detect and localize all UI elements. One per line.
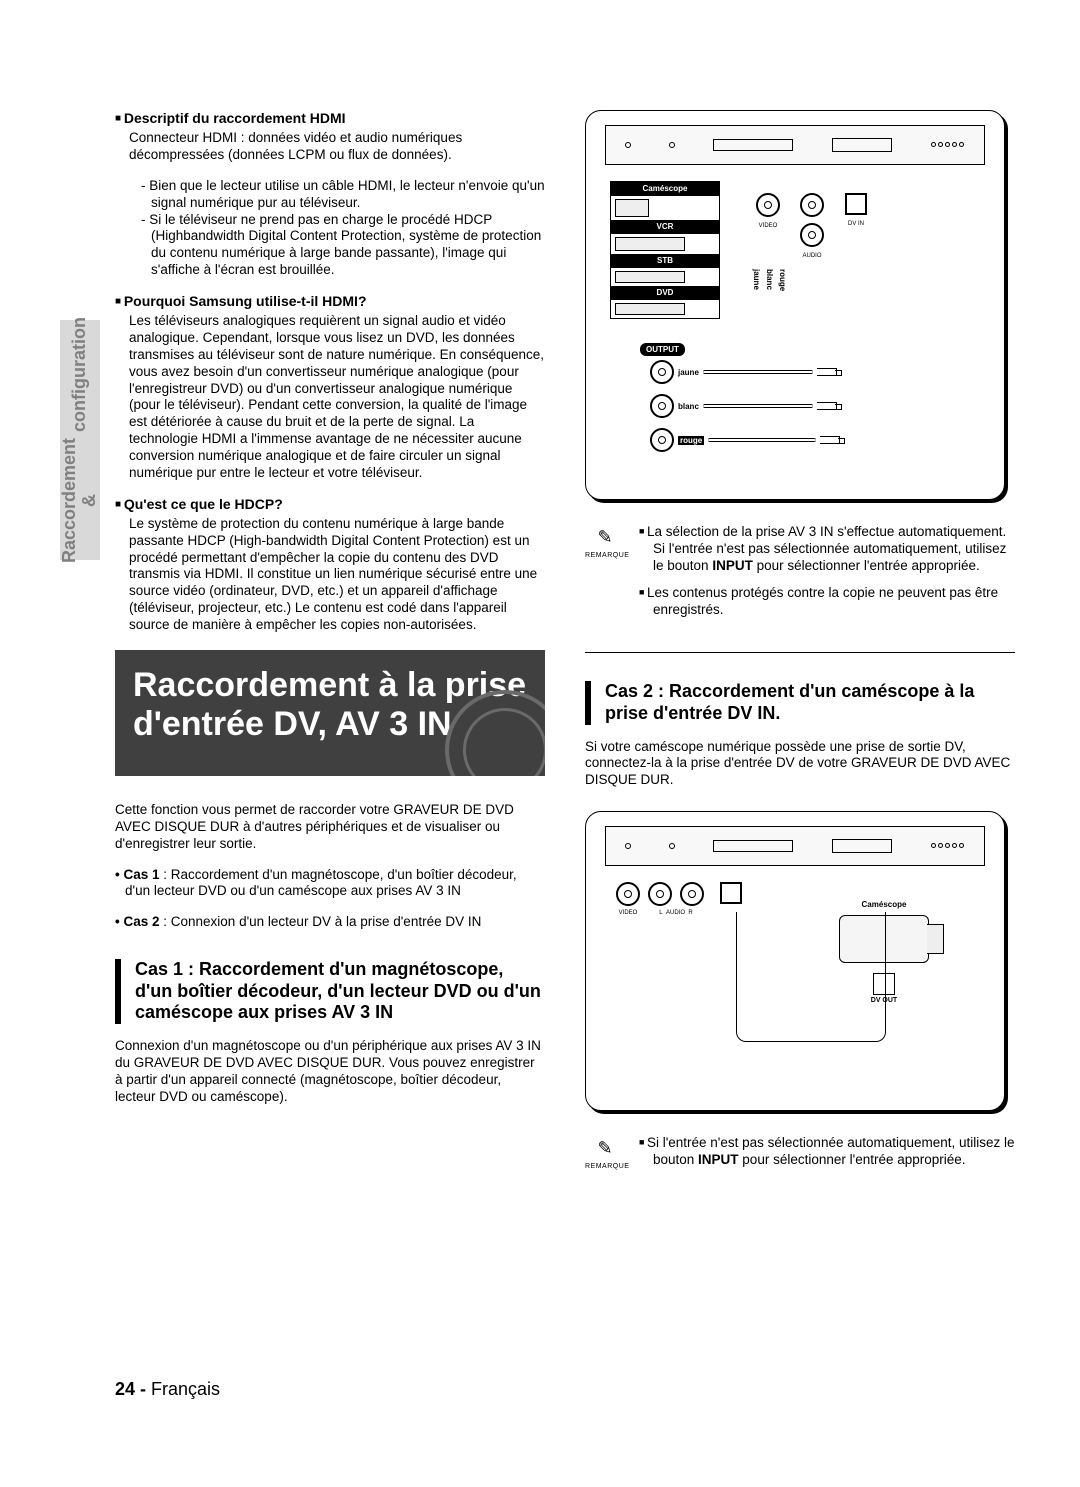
source-devices-stack: Caméscope VCR STB DVD bbox=[610, 181, 720, 319]
out-audio-l-jack-icon bbox=[650, 394, 674, 418]
d2-video-jack-icon bbox=[616, 882, 640, 906]
cas1-bullet-text: : Raccordement d'un magnétoscope, d'un b… bbox=[125, 867, 517, 899]
dv-cable-icon bbox=[736, 912, 886, 1042]
vcr-label: VCR bbox=[611, 220, 719, 233]
page-language: Français bbox=[151, 1379, 220, 1399]
pencil-icon: ✎ bbox=[592, 524, 618, 550]
note-icon: ✎ REMARQUE bbox=[585, 524, 625, 628]
dvin-jack-icon bbox=[845, 193, 867, 215]
stb-icon bbox=[615, 271, 685, 283]
hdmi-desc-text: Connecteur HDMI : données vidéo et audio… bbox=[129, 130, 545, 164]
audio-r-jack-icon bbox=[800, 223, 824, 247]
hdmi-desc-item1: Bien que le lecteur utilise un câble HDM… bbox=[141, 178, 545, 212]
white-cable-icon bbox=[703, 404, 813, 408]
camescope-label: Caméscope bbox=[611, 182, 719, 195]
page-body: Descriptif du raccordement HDMI Connecte… bbox=[115, 110, 1015, 1400]
note-block-2: ✎ REMARQUE Si l'entrée n'est pas sélecti… bbox=[585, 1135, 1015, 1179]
jaune-vlabel: jaune bbox=[752, 269, 761, 291]
d2-audio-l-jack-icon bbox=[648, 882, 672, 906]
cas2-body: Si votre caméscope numérique possède une… bbox=[585, 739, 1015, 790]
yellow-cable-icon bbox=[703, 370, 813, 374]
section-title-banner: Raccordement à la prise d'entrée DV, AV … bbox=[115, 650, 545, 776]
cas1-label: • Cas 1 bbox=[115, 867, 160, 882]
cas2-bullet-text: : Connexion d'un lecteur DV à la prise d… bbox=[160, 914, 482, 929]
d2-dvin-jack-icon bbox=[720, 882, 742, 904]
section-side-tab: Raccordement & configuration bbox=[60, 320, 100, 560]
dvin-label: DV IN bbox=[834, 221, 878, 227]
note1-item1-bold: INPUT bbox=[712, 558, 753, 573]
cas2-title: Cas 2 : Raccordement d'un caméscope à la… bbox=[585, 681, 1015, 724]
front-inputs-block: VIDEO AUDIO DV IN jaune bbox=[746, 187, 878, 337]
right-column: Caméscope VCR STB DVD VIDEO bbox=[585, 110, 1015, 1179]
connection-diagram-av3in: Caméscope VCR STB DVD VIDEO bbox=[585, 110, 1005, 500]
white-plug-icon bbox=[817, 402, 837, 410]
hdcp-heading: Qu'est ce que le HDCP? bbox=[129, 496, 545, 512]
output-badge: OUTPUT bbox=[640, 343, 685, 356]
note1-item2: Les contenus protégés contre la copie ne… bbox=[639, 585, 1015, 619]
intro-text: Cette fonction vous permet de raccorder … bbox=[115, 802, 545, 853]
recorder-front-panel-icon bbox=[605, 125, 985, 165]
side-tab-line2: configuration bbox=[70, 317, 90, 432]
page-footer: 24 - Français bbox=[115, 1379, 220, 1400]
separator-line bbox=[585, 652, 1015, 653]
note2-icon: ✎ REMARQUE bbox=[585, 1135, 625, 1179]
note1-item1-b: pour sélectionner l'entrée appropriée. bbox=[753, 558, 980, 573]
hdmi-why-text: Les téléviseurs analogiques requièrent u… bbox=[129, 313, 545, 482]
cas2-label: • Cas 2 bbox=[115, 914, 160, 929]
d2-l-label: L bbox=[659, 910, 662, 916]
note1-list: La sélection de la prise AV 3 IN s'effec… bbox=[639, 524, 1015, 628]
page-number: 24 - bbox=[115, 1379, 151, 1399]
d2-front-ports: VIDEO L AUDIO R bbox=[612, 878, 746, 916]
d2-camescope-label: Caméscope bbox=[824, 900, 944, 909]
d2-r-label: R bbox=[688, 910, 692, 916]
side-tab-line1: Raccordement & bbox=[60, 437, 100, 562]
blanc-label: blanc bbox=[678, 402, 699, 411]
note-block-1: ✎ REMARQUE La sélection de la prise AV 3… bbox=[585, 524, 1015, 628]
d2-audio-label: AUDIO bbox=[666, 910, 685, 916]
blanc-vlabel: blanc bbox=[765, 269, 774, 291]
note1-item1: La sélection de la prise AV 3 IN s'effec… bbox=[639, 524, 1015, 575]
output-cable-block: OUTPUT jaune blanc bbox=[640, 343, 840, 458]
pencil-icon: ✎ bbox=[592, 1135, 618, 1161]
dvd-label: DVD bbox=[611, 286, 719, 299]
cas-bullet-2: • Cas 2 : Connexion d'un lecteur DV à la… bbox=[115, 914, 545, 931]
stb-label: STB bbox=[611, 254, 719, 267]
d2-audio-r-jack-icon bbox=[680, 882, 704, 906]
note2-list: Si l'entrée n'est pas sélectionnée autom… bbox=[639, 1135, 1015, 1179]
hdcp-text: Le système de protection du contenu numé… bbox=[129, 516, 545, 634]
audio-l-jack-icon bbox=[800, 193, 824, 217]
remarque2-label: REMARQUE bbox=[585, 1163, 625, 1172]
d2-video-label: VIDEO bbox=[612, 910, 644, 916]
hdmi-desc-heading: Descriptif du raccordement HDMI bbox=[129, 110, 545, 126]
connection-diagram-dvin: VIDEO L AUDIO R bbox=[585, 811, 1005, 1111]
cas1-title: Cas 1 : Raccordement d'un magnétoscope, … bbox=[115, 959, 545, 1024]
vcr-icon bbox=[615, 237, 685, 251]
video-jack-icon bbox=[756, 193, 780, 217]
dvd-icon bbox=[615, 303, 685, 315]
cas1-body: Connexion d'un magnétoscope ou d'un péri… bbox=[115, 1038, 545, 1106]
rouge-label: rouge bbox=[678, 436, 704, 445]
hdmi-desc-item2: Si le téléviseur ne prend pas en charge … bbox=[141, 212, 545, 280]
out-video-jack-icon bbox=[650, 360, 674, 384]
hdmi-desc-list: Bien que le lecteur utilise un câble HDM… bbox=[141, 178, 545, 279]
left-column: Descriptif du raccordement HDMI Connecte… bbox=[115, 110, 545, 1179]
note2-item1-bold: INPUT bbox=[698, 1152, 739, 1167]
video-label: VIDEO bbox=[746, 223, 790, 229]
out-audio-r-jack-icon bbox=[650, 428, 674, 452]
yellow-plug-icon bbox=[817, 368, 837, 376]
note2-item1: Si l'entrée n'est pas sélectionnée autom… bbox=[639, 1135, 1015, 1169]
recorder-front-panel2-icon bbox=[605, 826, 985, 866]
remarque-label: REMARQUE bbox=[585, 552, 625, 561]
red-cable-icon bbox=[708, 438, 816, 442]
red-plug-icon bbox=[820, 436, 840, 444]
jaune-label: jaune bbox=[678, 368, 699, 377]
cas-bullet-1: • Cas 1 : Raccordement d'un magnétoscope… bbox=[115, 867, 545, 901]
rouge-vlabel: rouge bbox=[778, 269, 787, 291]
note2-item1-b: pour sélectionner l'entrée appropriée. bbox=[739, 1152, 966, 1167]
camcorder-icon bbox=[615, 199, 649, 217]
hdmi-why-heading: Pourquoi Samsung utilise-t-il HDMI? bbox=[129, 293, 545, 309]
audio-label: AUDIO bbox=[790, 253, 834, 259]
